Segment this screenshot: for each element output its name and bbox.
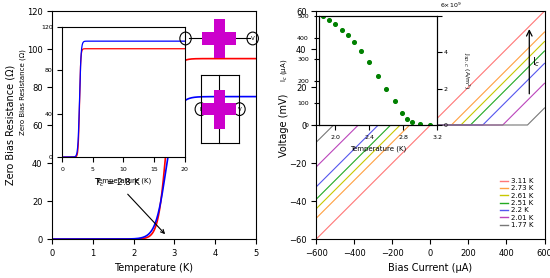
Bar: [202, 32, 236, 45]
Y-axis label: Voltage (mV): Voltage (mV): [279, 93, 289, 157]
Text: I: I: [200, 107, 202, 112]
Bar: [213, 90, 225, 128]
Text: I: I: [185, 36, 186, 41]
Text: T$_c$ = 2.8 K: T$_c$ = 2.8 K: [94, 177, 164, 233]
Text: I$_c$: I$_c$: [532, 56, 541, 69]
Bar: [202, 103, 236, 115]
X-axis label: Bias Current (μA): Bias Current (μA): [388, 263, 472, 273]
X-axis label: Temperature (K): Temperature (K): [114, 263, 194, 273]
Bar: [213, 19, 225, 58]
Text: V: V: [251, 36, 255, 41]
Text: V: V: [238, 107, 241, 112]
Legend: 3.11 K, 2.73 K, 2.61 K, 2.51 K, 2.2 K, 2.01 K, 1.77 K: 3.11 K, 2.73 K, 2.61 K, 2.51 K, 2.2 K, 2…: [497, 175, 536, 231]
Y-axis label: Zero Bias Resistance (Ω): Zero Bias Resistance (Ω): [6, 65, 15, 185]
